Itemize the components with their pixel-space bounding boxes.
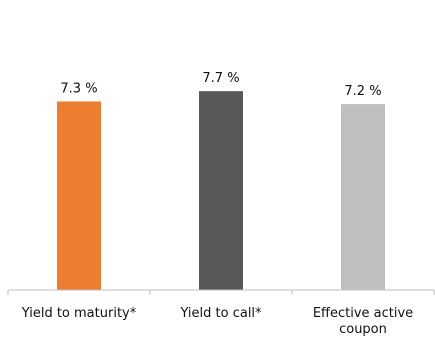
category-label-line: Yield to maturity* (21, 306, 137, 321)
bar-3 (341, 104, 385, 290)
value-label-2: 7.7 % (202, 71, 239, 86)
value-label-3: 7.2 % (344, 84, 381, 99)
category-label-line: coupon (339, 322, 387, 337)
category-label-line: Effective active (313, 306, 413, 321)
value-label-1: 7.3 % (60, 81, 97, 96)
bar-1 (57, 101, 101, 291)
category-label-line: Yield to call* (179, 306, 262, 321)
category-label-2: Yield to call* (179, 306, 262, 321)
category-label-3: Effective active coupon (313, 306, 413, 337)
bar-2 (199, 91, 243, 290)
category-label-1: Yield to maturity* (21, 306, 137, 321)
